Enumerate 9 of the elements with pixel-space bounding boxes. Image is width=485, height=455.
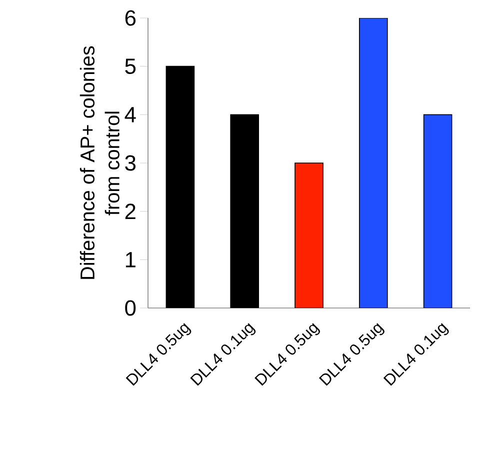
bar	[359, 18, 388, 308]
y-tick-label: 1	[126, 252, 136, 268]
y-tick-label: 0	[125, 300, 136, 316]
y-axis-title: Difference of AP+ colonies from control	[80, 46, 120, 279]
y-tick-label: 3	[125, 155, 136, 171]
y-tick-label: 2	[125, 204, 136, 219]
y-tick-label: 4	[124, 107, 136, 122]
y-tick-label: 6	[125, 10, 136, 26]
y-tick-label: 5	[125, 58, 136, 74]
